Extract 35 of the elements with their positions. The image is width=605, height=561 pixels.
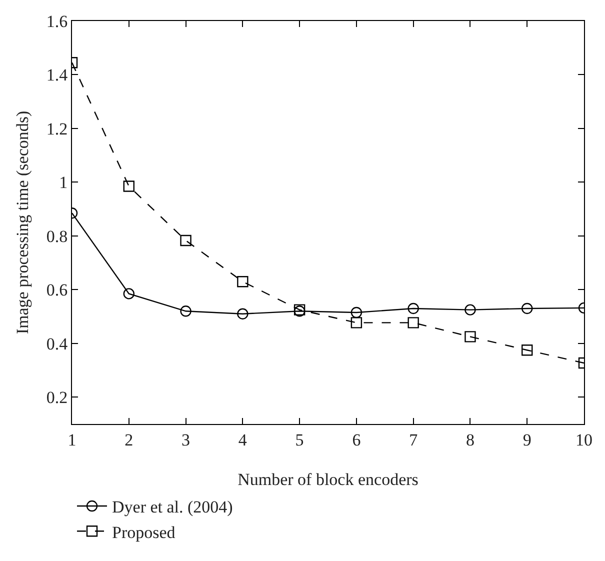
x-tick-label: 3 bbox=[182, 430, 190, 450]
point bbox=[408, 317, 419, 328]
point bbox=[180, 234, 192, 246]
point bbox=[464, 331, 476, 342]
x-tick-label: 5 bbox=[295, 430, 304, 450]
legend-label: Dyer et al. (2004) bbox=[112, 498, 233, 517]
point bbox=[237, 276, 248, 288]
legend-label: Proposed bbox=[112, 522, 176, 542]
y-tick-label: 1.2 bbox=[46, 119, 68, 138]
x-tick-label: 9 bbox=[522, 430, 532, 450]
x-tick-label: 4 bbox=[238, 430, 248, 450]
point bbox=[464, 304, 476, 316]
point bbox=[522, 302, 533, 314]
y-tick-label: 0.4 bbox=[46, 334, 68, 354]
point bbox=[123, 288, 134, 300]
y-tick-label: 0.6 bbox=[46, 280, 68, 300]
point bbox=[408, 302, 419, 314]
x-tick-label: 7 bbox=[409, 430, 418, 450]
point bbox=[350, 317, 362, 328]
y-axis-title: Image processing time (seconds) bbox=[13, 110, 32, 334]
point bbox=[350, 306, 362, 318]
x-axis-title: Number of block encoders bbox=[238, 470, 418, 489]
point bbox=[123, 180, 134, 192]
point bbox=[180, 306, 192, 317]
x-tick-label: 6 bbox=[352, 430, 361, 450]
x-tick-label: 10 bbox=[576, 430, 592, 450]
y-tick-label: 1.6 bbox=[46, 12, 68, 31]
y-tick-label: 1.4 bbox=[46, 66, 68, 85]
x-tick-label: 8 bbox=[466, 430, 474, 450]
y-tick-label: 1 bbox=[59, 173, 68, 192]
y-tick-label: 0.2 bbox=[46, 388, 68, 408]
x-tick-label: 2 bbox=[124, 430, 134, 450]
point bbox=[237, 308, 248, 320]
point bbox=[522, 344, 533, 356]
y-tick-label: 0.8 bbox=[46, 226, 68, 246]
